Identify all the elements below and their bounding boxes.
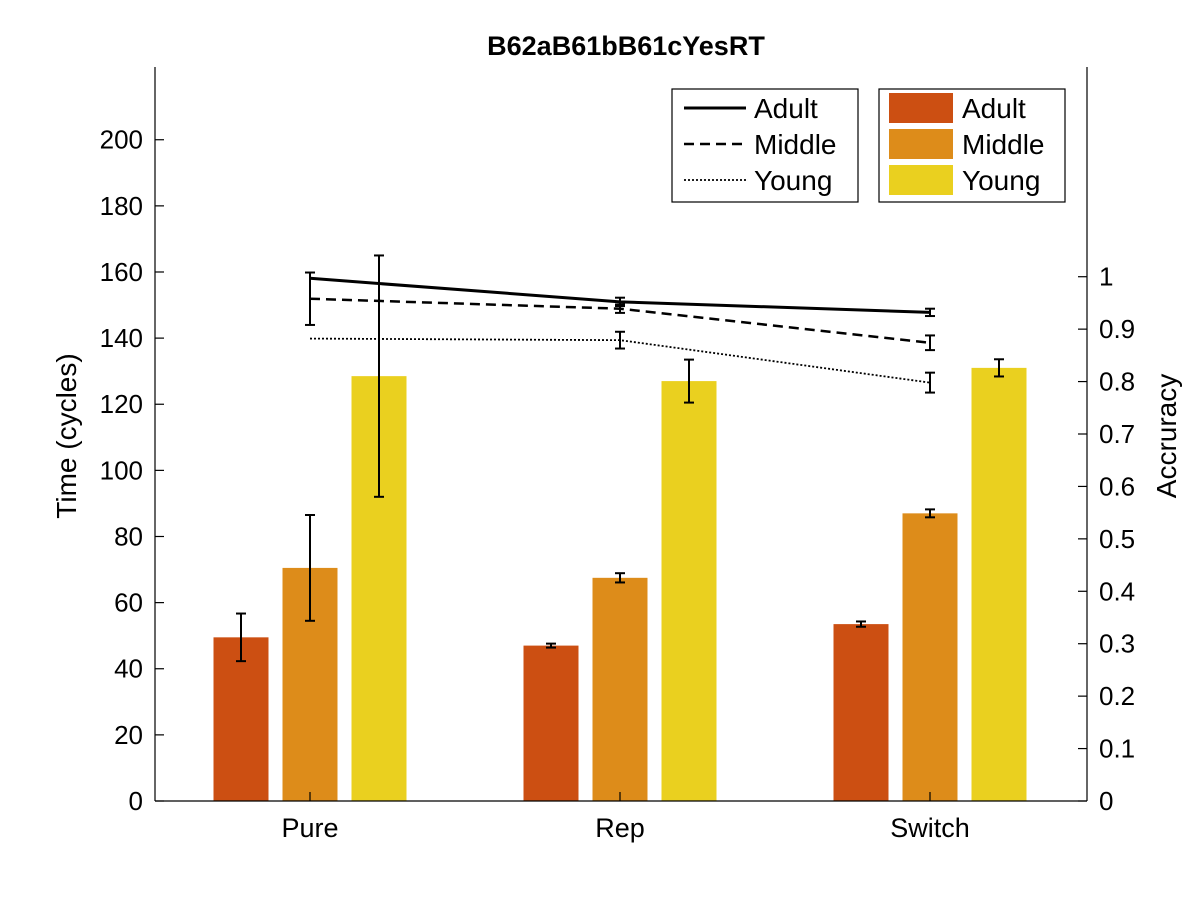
y-tick-label: 200 xyxy=(100,125,143,155)
legend-bar-swatch-adult xyxy=(889,93,953,123)
y2-tick-label: 0.3 xyxy=(1099,629,1135,659)
y2-tick-label: 0.9 xyxy=(1099,314,1135,344)
y2-tick-label: 1 xyxy=(1099,262,1113,292)
legend-lines: Adult Middle Young xyxy=(671,88,859,203)
bar-young-switch xyxy=(971,367,1027,801)
bar-adult-rep xyxy=(523,645,579,801)
y-tick-label: 0 xyxy=(129,786,143,816)
legend-line-label: Middle xyxy=(754,129,836,160)
line-error-bar xyxy=(305,271,315,326)
y2-tick-label: 0.5 xyxy=(1099,524,1135,554)
x-tick-label: Pure xyxy=(281,813,338,843)
error-bar xyxy=(615,572,625,584)
y-tick-label: 120 xyxy=(100,389,143,419)
error-bar xyxy=(305,514,315,622)
x-tick-label: Rep xyxy=(595,813,645,843)
legend-bar-swatch-middle xyxy=(889,129,953,159)
y-tick-label: 60 xyxy=(114,588,143,618)
y-axis-label: Time (cycles) xyxy=(51,353,82,518)
y-tick-label: 80 xyxy=(114,521,143,551)
legend-line-label: Young xyxy=(754,165,832,196)
legend-bar-label: Adult xyxy=(962,93,1026,124)
error-bar xyxy=(994,358,1004,378)
bar-adult-switch xyxy=(833,624,889,801)
y-tick-label: 20 xyxy=(114,720,143,750)
y2-tick-label: 0.6 xyxy=(1099,471,1135,501)
plot-area xyxy=(213,254,1027,801)
bar-adult-pure xyxy=(213,637,269,801)
error-bar xyxy=(856,620,866,628)
line-error-bar xyxy=(925,307,935,318)
x-tick-label: Switch xyxy=(890,813,970,843)
legend-bar-swatch-young xyxy=(889,165,953,195)
axes: 0 20 40 60 80 100 120 140 160 180 200 0 0.1 0.2 0.3 0.4… xyxy=(100,67,1135,843)
legend-line-label: Adult xyxy=(754,93,818,124)
error-bar xyxy=(925,508,935,519)
y2-tick-label: 0.1 xyxy=(1099,734,1135,764)
error-bar xyxy=(546,642,556,649)
chart-title: B62aB61bB61cYesRT xyxy=(487,31,765,61)
y-tick-label: 140 xyxy=(100,323,143,353)
legend-bars: Adult Middle Young xyxy=(878,88,1066,203)
y-tick-label: 100 xyxy=(100,455,143,485)
y2-tick-label: 0.7 xyxy=(1099,419,1135,449)
error-bar xyxy=(374,254,384,498)
legend-bar-label: Middle xyxy=(962,129,1044,160)
error-bar xyxy=(684,358,694,404)
bar-middle-rep xyxy=(592,577,648,801)
legend-bar-label: Young xyxy=(962,165,1040,196)
y2-axis-label: Accruracy xyxy=(1151,374,1182,498)
line-error-bar xyxy=(615,303,625,314)
line-error-bar xyxy=(925,371,935,394)
bar-middle-switch xyxy=(902,513,958,801)
bar-young-rep xyxy=(661,381,717,801)
y2-tick-label: 0 xyxy=(1099,786,1113,816)
line-error-bar xyxy=(615,330,625,350)
y-tick-label: 160 xyxy=(100,257,143,287)
y2-tick-label: 0.4 xyxy=(1099,576,1135,606)
error-bar xyxy=(236,612,246,663)
y2-tick-label: 0.2 xyxy=(1099,681,1135,711)
y2-tick-label: 0.8 xyxy=(1099,367,1135,397)
line-error-bar xyxy=(925,334,935,352)
y-tick-label: 40 xyxy=(114,654,143,684)
y-tick-label: 180 xyxy=(100,191,143,221)
